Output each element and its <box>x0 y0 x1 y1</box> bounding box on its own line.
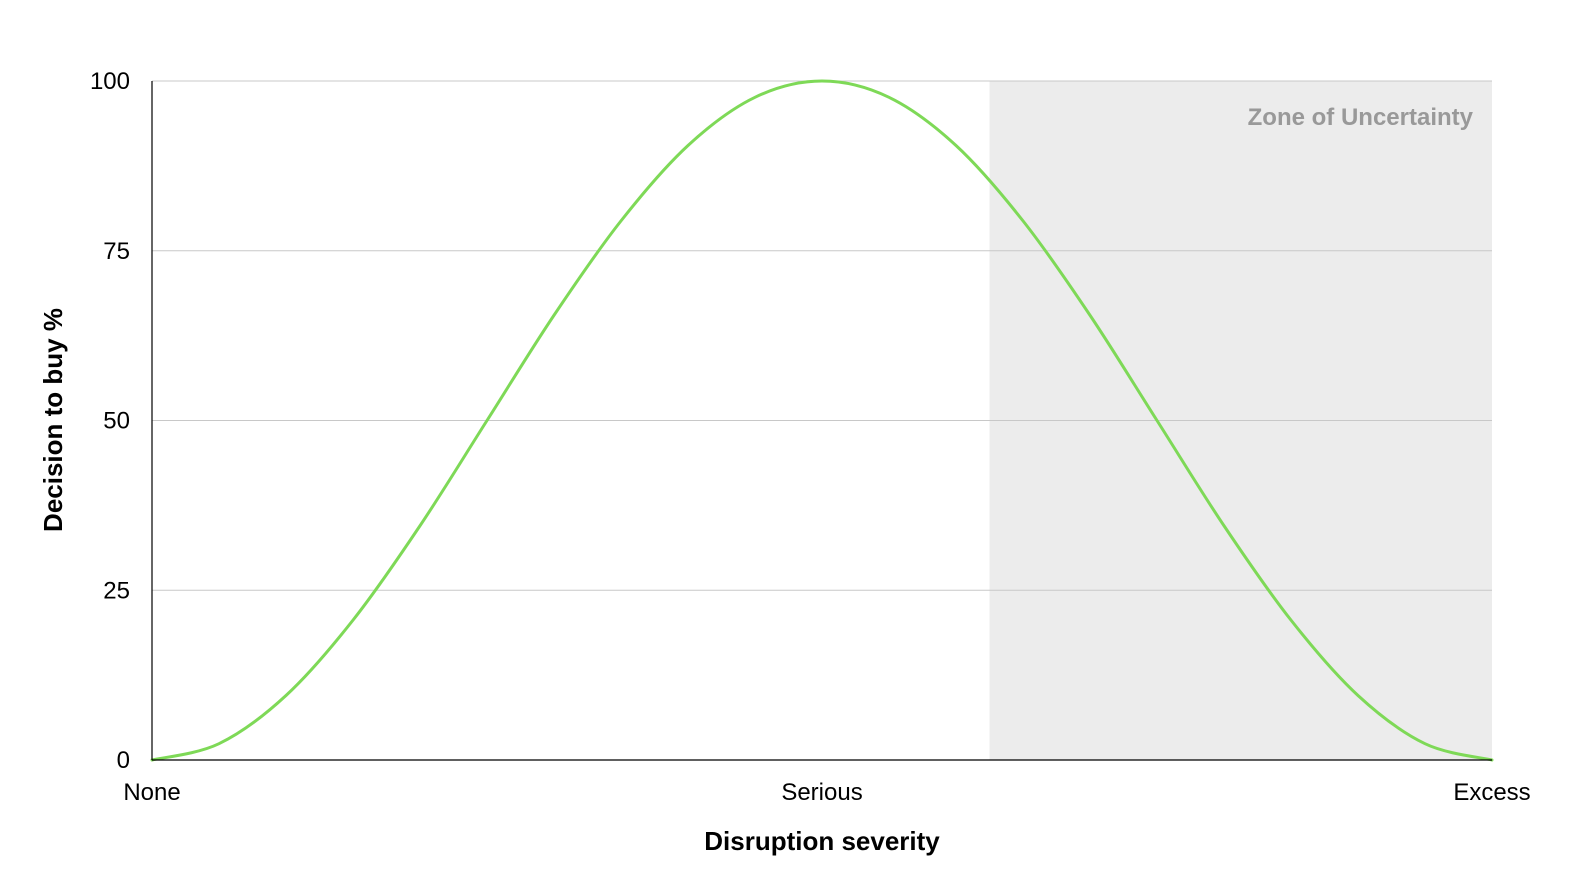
x-tick-label-none: None <box>123 779 180 806</box>
y-tick-label-0: 0 <box>117 747 130 774</box>
series-line-0 <box>150 79 1494 762</box>
y-tick-label-75: 75 <box>103 238 130 265</box>
y-tick-label-100: 100 <box>90 68 130 95</box>
y-axis-title: Decision to buy % <box>38 308 68 532</box>
y-tick-label-25: 25 <box>103 577 130 604</box>
zone-of-uncertainty-label: Zone of Uncertainty <box>1248 104 1474 131</box>
label-layer: Disruption severity Decision to buy % Zo… <box>38 104 1474 856</box>
x-tick-label-excess: Excess <box>1453 779 1530 806</box>
axis-layer: 0 25 50 75 100 None Serious Excess <box>90 68 1531 806</box>
x-tick-label-serious: Serious <box>781 779 862 806</box>
series-layer <box>150 79 1494 762</box>
y-tick-label-50: 50 <box>103 408 130 435</box>
x-axis-title: Disruption severity <box>704 826 940 856</box>
